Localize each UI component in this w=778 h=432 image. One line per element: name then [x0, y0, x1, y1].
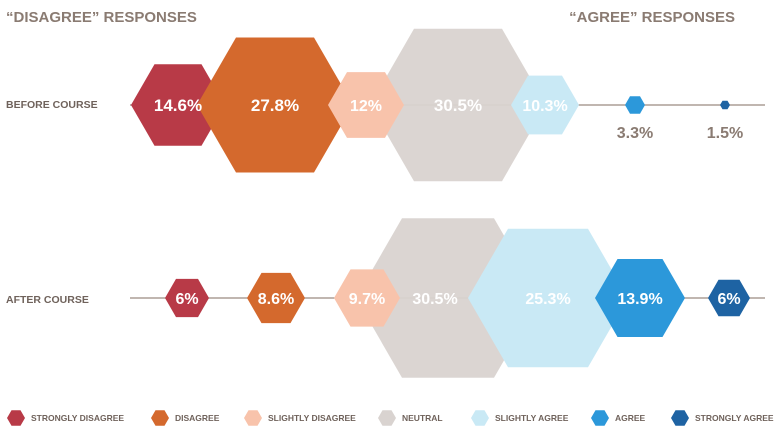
hex-after-slightly-disagree	[334, 269, 400, 327]
hex-before-strongly-disagree	[131, 64, 225, 146]
hex-before-agree	[625, 96, 645, 114]
row-label-before: BEFORE COURSE	[6, 99, 98, 111]
legend-label-slightly-disagree: SLIGHTLY DISAGREE	[268, 413, 356, 423]
label-before-slightly-agree: 10.3%	[522, 98, 567, 115]
hex-before-strongly-agree	[720, 100, 730, 110]
hex-before-slightly-disagree	[328, 72, 404, 138]
legend-swatch-strongly-disagree	[7, 410, 25, 426]
label-after-neutral: 30.5%	[412, 291, 457, 308]
legend-item-slightly-disagree: SLIGHTLY DISAGREE	[244, 410, 356, 426]
hex-before-disagree	[197, 37, 353, 173]
label-before-slightly-disagree: 12%	[350, 98, 382, 115]
legend-item-strongly-disagree: STRONGLY DISAGREE	[7, 410, 124, 426]
legend-label-disagree: DISAGREE	[175, 413, 220, 423]
right-header: “AGREE” RESPONSES	[569, 9, 735, 26]
label-after-strongly-disagree: 6%	[175, 291, 198, 308]
hex-before-slightly-agree	[511, 75, 579, 135]
legend: STRONGLY DISAGREE DISAGREE SLIGHTLY DISAGR…	[7, 410, 774, 426]
label-before-strongly-disagree: 14.6%	[154, 96, 202, 115]
legend-label-strongly-disagree: STRONGLY DISAGREE	[31, 413, 124, 423]
hex-after-slightly-agree	[468, 228, 628, 368]
hex-after-strongly-agree	[708, 279, 750, 317]
label-after-strongly-agree: 6%	[717, 291, 740, 308]
legend-swatch-disagree	[151, 410, 169, 426]
legend-item-agree: AGREE	[591, 410, 646, 426]
label-before-agree: 3.3%	[617, 125, 653, 142]
hex-after-disagree	[247, 272, 305, 324]
label-after-slightly-agree: 25.3%	[525, 291, 570, 308]
label-before-disagree: 27.8%	[251, 96, 299, 115]
legend-swatch-neutral	[378, 410, 396, 426]
row-label-after: AFTER COURSE	[6, 294, 89, 306]
legend-item-strongly-agree: STRONGLY AGREE	[671, 410, 774, 426]
legend-item-slightly-agree: SLIGHTLY AGREE	[471, 410, 569, 426]
legend-label-slightly-agree: SLIGHTLY AGREE	[495, 413, 569, 423]
left-header: “DISAGREE” RESPONSES	[6, 9, 197, 26]
hex-after-strongly-disagree	[165, 278, 209, 318]
legend-swatch-agree	[591, 410, 609, 426]
legend-swatch-slightly-disagree	[244, 410, 262, 426]
legend-swatch-strongly-agree	[671, 410, 689, 426]
label-before-neutral: 30.5%	[434, 96, 482, 115]
hex-before-neutral	[370, 28, 546, 182]
legend-swatch-slightly-agree	[471, 410, 489, 426]
legend-label-strongly-agree: STRONGLY AGREE	[695, 413, 774, 423]
legend-item-neutral: NEUTRAL	[378, 410, 443, 426]
label-before-strongly-agree: 1.5%	[707, 125, 743, 142]
legend-label-agree: AGREE	[615, 413, 646, 423]
hex-after-agree	[595, 259, 685, 337]
label-after-slightly-disagree: 9.7%	[349, 291, 385, 308]
legend-label-neutral: NEUTRAL	[402, 413, 443, 423]
label-after-disagree: 8.6%	[258, 291, 294, 308]
label-after-agree: 13.9%	[617, 291, 662, 308]
legend-item-disagree: DISAGREE	[151, 410, 220, 426]
